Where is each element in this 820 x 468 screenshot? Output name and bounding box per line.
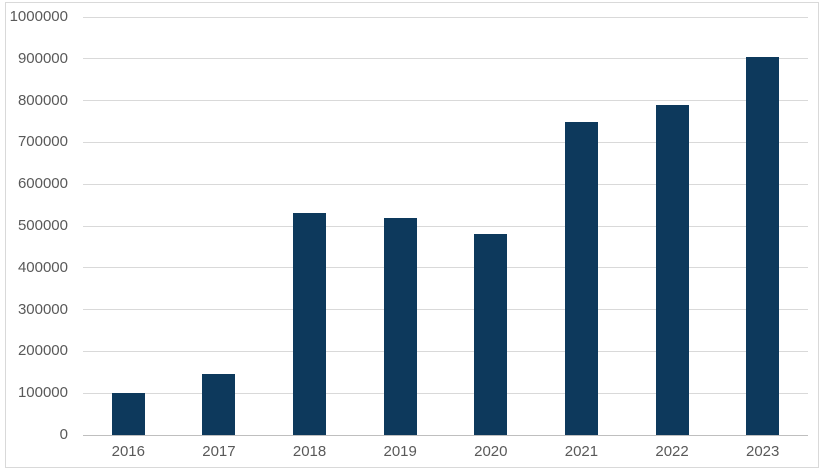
gridline [83,141,808,143]
x-axis-category-label: 2022 [655,443,689,460]
x-axis-category-label: 2017 [202,443,236,460]
x-axis-category-label: 2020 [474,443,508,460]
y-axis-tick-label: 0 [59,426,68,443]
bar-2017 [202,374,236,435]
bar-2022 [655,104,689,435]
gridline [83,392,808,394]
gridline [83,309,808,311]
x-axis-category-label: 2023 [746,443,780,460]
x-axis-category-label: 2019 [383,443,417,460]
bar-2020 [474,234,508,435]
x-axis-category-label: 2021 [564,443,599,460]
y-axis-tick-label: 300000 [17,300,68,318]
bar-2021 [564,122,598,435]
gridline [83,350,808,352]
gridline [83,16,808,18]
x-axis-category-label: 2016 [111,443,145,460]
y-axis-tick-label: 500000 [17,217,68,234]
gridline [83,58,808,60]
gridline [83,100,808,102]
y-axis-tick-label: 700000 [17,133,68,151]
y-axis-tick-label: 600000 [17,175,68,193]
y-axis-tick-label: 400000 [17,258,68,276]
y-axis-tick-label: 200000 [17,342,68,360]
bar-2016 [111,393,145,435]
x-axis-category-label: 2018 [292,443,327,460]
gridline [83,183,808,185]
y-axis-tick-label: 900000 [17,49,68,67]
y-axis-tick-label: 800000 [17,91,68,109]
bar-2019 [383,217,417,435]
y-axis-tick-label: 1000000 [9,8,68,25]
bar-2023 [746,56,780,435]
gridline [83,267,808,269]
gridline [83,225,808,227]
bar-2018 [293,213,327,435]
y-axis-tick-label: 100000 [17,384,68,402]
x-axis-line [83,434,808,436]
